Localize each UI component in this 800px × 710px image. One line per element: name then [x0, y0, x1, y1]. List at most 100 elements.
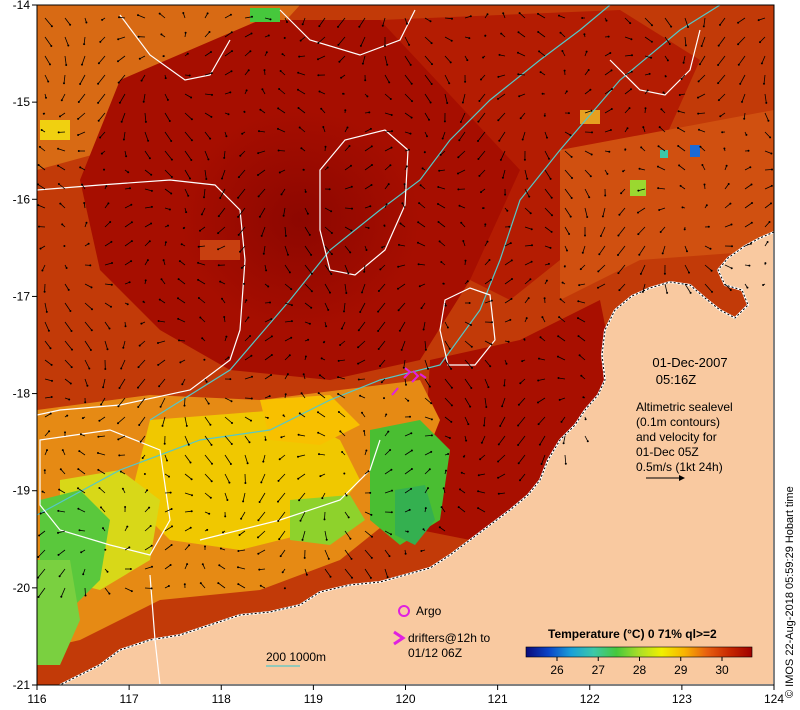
velocity-vector-head: [422, 328, 425, 331]
velocity-vector: [337, 17, 346, 28]
velocity-vector-head: [340, 76, 343, 79]
velocity-vector-head: [582, 396, 585, 399]
lon-tick-label: 117: [120, 692, 139, 706]
velocity-vector-head: [51, 379, 53, 382]
velocity-vector-head: [420, 307, 423, 310]
velocity-vector: [44, 321, 50, 331]
velocity-vector-head: [700, 45, 703, 47]
velocity-vector-head: [570, 197, 573, 199]
velocity-vector-head: [137, 406, 140, 408]
velocity-vector: [384, 147, 392, 152]
velocity-vector-head: [150, 544, 153, 547]
velocity-vector-head: [409, 63, 412, 66]
velocity-vector: [284, 337, 292, 342]
velocity-vector: [504, 260, 513, 266]
velocity-vector: [164, 508, 172, 513]
velocity-vector-head: [284, 234, 287, 237]
velocity-vector: [224, 416, 233, 424]
velocity-vector-head: [263, 69, 266, 72]
velocity-vector: [384, 530, 392, 535]
velocity-vector-head: [183, 404, 186, 407]
velocity-vector: [364, 549, 373, 559]
velocity-vector: [64, 283, 70, 291]
velocity-vector-head: [537, 401, 539, 404]
velocity-vector: [617, 245, 626, 256]
velocity-vector-head: [79, 433, 82, 436]
velocity-vector-head: [237, 583, 240, 586]
velocity-vector-head: [79, 83, 82, 85]
velocity-vector-head: [206, 528, 209, 531]
velocity-vector-head: [609, 129, 612, 131]
velocity-vector: [557, 356, 566, 361]
velocity-vector-head: [551, 214, 553, 217]
velocity-vector-head: [337, 393, 340, 395]
velocity-vector-head: [430, 402, 433, 405]
velocity-vector: [284, 302, 293, 306]
velocity-vector-head: [261, 88, 264, 91]
velocity-vector: [423, 321, 426, 330]
velocity-vector-head: [497, 476, 500, 479]
lon-tick-label: 122: [580, 692, 600, 706]
velocity-vector: [97, 452, 106, 456]
velocity-vector-head: [365, 449, 368, 452]
velocity-vector-head: [430, 83, 433, 85]
velocity-vector-head: [204, 545, 206, 548]
velocity-vector-head: [182, 12, 185, 14]
velocity-vector-head: [257, 552, 260, 555]
velocity-vector: [697, 93, 706, 98]
velocity-vector-head: [561, 50, 564, 52]
velocity-vector: [737, 36, 746, 45]
velocity-vector: [277, 128, 286, 133]
velocity-vector: [637, 207, 646, 213]
velocity-vector-head: [209, 496, 212, 499]
velocity-vector-head: [237, 176, 240, 179]
velocity-vector-head: [227, 356, 230, 359]
velocity-vector-head: [199, 582, 202, 585]
lat-tick-label: -16: [13, 192, 31, 206]
velocity-vector-head: [58, 575, 61, 578]
velocity-vector-head: [477, 507, 480, 510]
velocity-vector-head: [258, 130, 260, 133]
velocity-vector: [44, 55, 51, 65]
velocity-vector-head: [461, 101, 464, 104]
velocity-vector: [384, 93, 392, 100]
velocity-vector: [284, 245, 289, 255]
velocity-vector: [364, 184, 372, 190]
velocity-vector: [204, 454, 213, 464]
velocity-vector-head: [629, 22, 632, 25]
velocity-vector-head: [438, 169, 441, 172]
velocity-vector-head: [370, 184, 373, 186]
velocity-vector-head: [578, 284, 581, 287]
velocity-vector-head: [367, 227, 370, 229]
velocity-vector: [384, 130, 393, 133]
velocity-vector: [104, 283, 112, 286]
velocity-vector-head: [386, 576, 389, 579]
velocity-vector: [257, 169, 266, 176]
velocity-vector: [677, 145, 686, 152]
velocity-vector-head: [517, 444, 520, 446]
velocity-vector-head: [498, 139, 501, 142]
velocity-vector-head: [483, 424, 486, 427]
velocity-vector: [764, 185, 772, 190]
velocity-vector: [244, 416, 252, 421]
colorbar: Temperature (°C) 0 71% ql>=2 26 27 28 29 30: [525, 627, 753, 677]
velocity-vector-head: [440, 506, 443, 509]
velocity-vector: [164, 150, 173, 160]
velocity-vector-head: [490, 343, 493, 346]
velocity-vector: [344, 165, 352, 171]
velocity-vector-head: [586, 440, 589, 443]
velocity-vector-head: [737, 63, 740, 66]
velocity-vector-head: [46, 449, 48, 452]
velocity-vector-head: [250, 397, 253, 400]
velocity-vector: [124, 240, 133, 247]
velocity-vector-head: [719, 115, 722, 118]
velocity-vector-head: [349, 251, 352, 254]
velocity-vector-head: [350, 557, 353, 560]
velocity-vector-head: [469, 405, 472, 408]
velocity-vector-head: [590, 153, 593, 156]
velocity-vector-head: [549, 177, 552, 180]
velocity-vector-head: [150, 173, 153, 176]
velocity-vector: [660, 226, 666, 233]
velocity-vector-head: [47, 329, 50, 332]
velocity-vector: [698, 129, 706, 133]
